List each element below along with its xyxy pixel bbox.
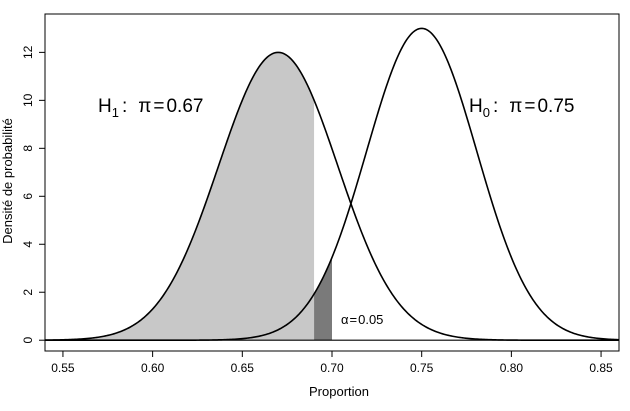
h0-pi: π <box>509 96 522 117</box>
x-tick-label: 0.80 <box>500 361 524 375</box>
h1-pi: π <box>138 96 151 117</box>
density-curves <box>44 27 620 342</box>
h0-subscript: 0 <box>483 105 490 120</box>
h1-subscript: 1 <box>112 105 119 120</box>
x-tick-label: 0.65 <box>231 361 255 375</box>
y-tick-label: 2 <box>21 289 35 296</box>
h1-colon: : <box>122 96 127 117</box>
h1-value: 0.67 <box>166 96 203 117</box>
h0-annotation: H0: π = 0.75 <box>469 96 574 120</box>
y-axis-label: Densité de probabilité <box>0 118 15 244</box>
x-axis-label: Proportion <box>309 384 369 399</box>
y-tick-label: 0 <box>21 337 35 344</box>
x-tick-label: 0.70 <box>320 361 344 375</box>
y-tick-label: 6 <box>21 193 35 200</box>
h1-equals: = <box>153 96 164 117</box>
h0-equals: = <box>524 96 535 117</box>
alpha-equals: = <box>350 312 358 327</box>
x-tick-label: 0.55 <box>51 361 75 375</box>
alpha-value: 0.05 <box>358 312 383 327</box>
x-tick-label: 0.60 <box>141 361 165 375</box>
y-tick-label: 10 <box>21 93 35 107</box>
h1-letter: H <box>98 96 112 117</box>
h0-value: 0.75 <box>537 96 574 117</box>
y-tick-label: 8 <box>21 145 35 152</box>
x-tick-label: 0.85 <box>589 361 613 375</box>
curve-h0 <box>45 27 620 342</box>
y-tick-label: 4 <box>21 241 35 248</box>
h1-annotation: H1: π = 0.67 <box>98 96 203 120</box>
h0-colon: : <box>493 96 498 117</box>
y-axis: 0 2 4 6 8 10 12 <box>21 45 45 344</box>
alpha-symbol: α <box>341 312 349 327</box>
alpha-annotation: α=0.05 <box>341 312 383 327</box>
shaded-regions <box>45 52 332 341</box>
shaded-region-1 <box>45 52 315 341</box>
x-axis: 0.55 0.60 0.65 0.70 0.75 0.80 0.85 <box>51 351 613 375</box>
x-tick-label: 0.75 <box>410 361 434 375</box>
h0-letter: H <box>469 96 483 117</box>
curve-h1 <box>44 51 619 342</box>
y-tick-label: 12 <box>21 45 35 59</box>
shaded-region-2 <box>314 257 332 341</box>
